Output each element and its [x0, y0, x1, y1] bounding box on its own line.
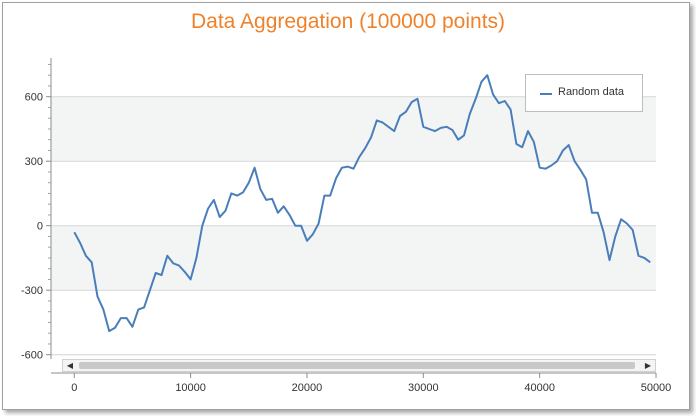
series-line-random-data: [73, 74, 651, 333]
plot-band-0: [51, 225, 656, 291]
plot-bands: [51, 96, 656, 291]
y-tick-label-300: 300: [25, 156, 43, 168]
x-tick-label-10000: 10000: [175, 382, 206, 394]
scroll-thumb[interactable]: [79, 362, 635, 369]
x-axis-scrollbar[interactable]: ◀ ▶: [62, 359, 656, 372]
x-tick-label-40000: 40000: [524, 382, 555, 394]
y-axis-minor-ticks: [48, 63, 51, 345]
x-tick-label-30000: 30000: [408, 382, 439, 394]
y-tick-label--600: -600: [21, 350, 43, 362]
x-tick-label-50000: 50000: [641, 382, 672, 394]
legend-label: Random data: [558, 86, 625, 98]
y-tick-label--300: -300: [21, 285, 43, 297]
legend-swatch: [540, 93, 552, 95]
x-tick-label-20000: 20000: [292, 382, 323, 394]
y-axis-ticks: -600 -300 0 300 600: [21, 92, 51, 362]
x-axis-ticks: 0 10000 20000 30000 40000 50000: [71, 373, 671, 394]
x-tick-label-0: 0: [71, 382, 77, 394]
y-tick-label-600: 600: [25, 92, 43, 104]
chart-frame: [2, 2, 690, 410]
y-tick-label-0: 0: [37, 221, 43, 233]
chart-title: Data Aggregation (100000 points): [190, 10, 506, 33]
scroll-left-arrow-icon[interactable]: ◀: [66, 361, 74, 370]
chart-legend: Random data: [525, 74, 643, 112]
scroll-right-arrow-icon[interactable]: ▶: [644, 361, 652, 370]
